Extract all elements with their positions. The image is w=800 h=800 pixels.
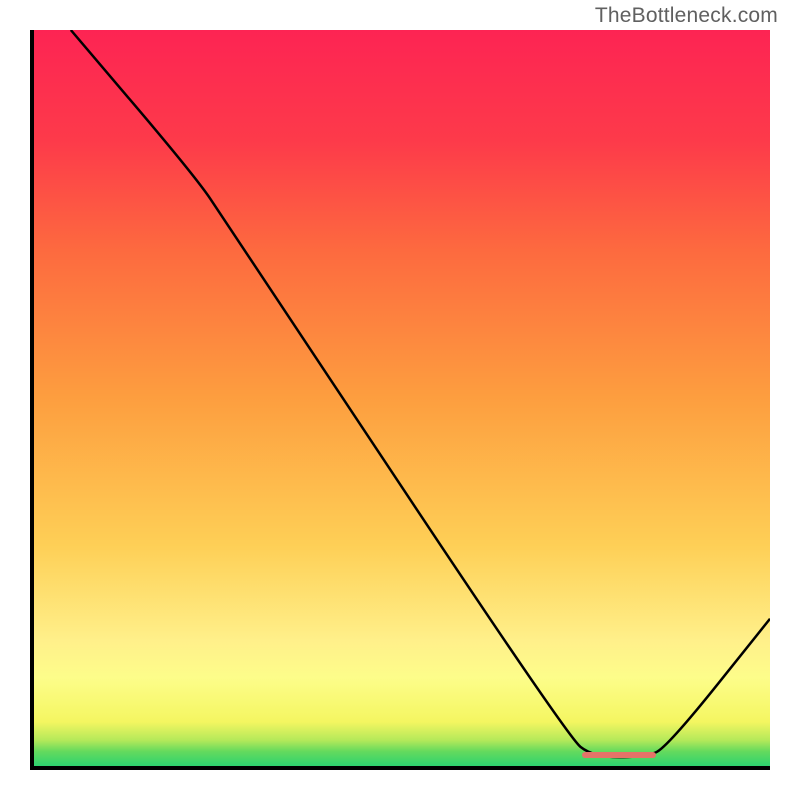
watermark-text: TheBottleneck.com [595,4,778,28]
optimal-range-marker [582,752,656,759]
curve-line [34,30,770,766]
plot-area [30,30,770,770]
